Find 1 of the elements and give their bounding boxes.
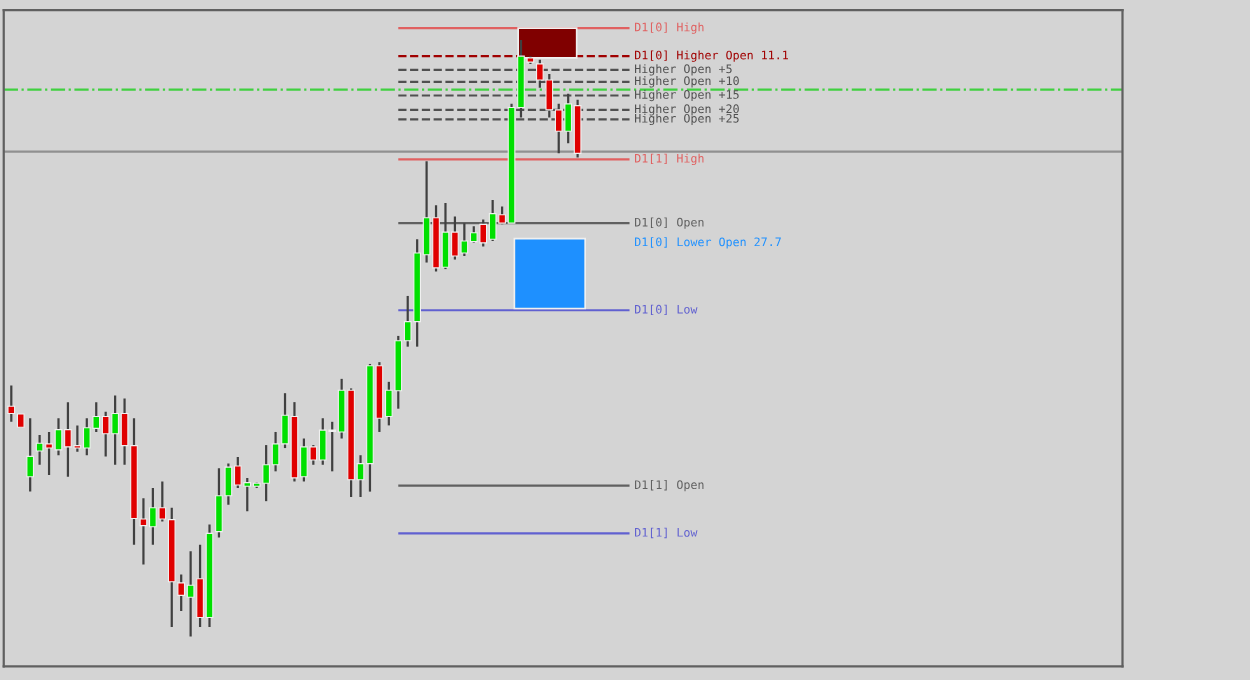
candlestick: [26, 417, 35, 493]
